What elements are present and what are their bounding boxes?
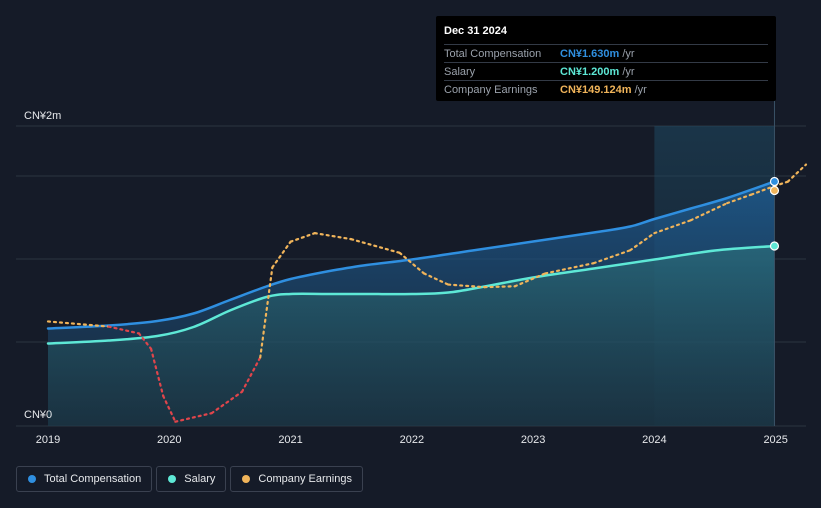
company-earnings-line-segment [46,320,110,328]
x-tick-label: 2025 [763,434,787,446]
tooltip-row-total-compensation: Total Compensation CN¥1.630m /yr [444,44,768,62]
company-earnings-line-segment [689,202,729,222]
y-tick-label: CN¥2m [24,110,61,122]
tooltip-value: CN¥1.200m [560,65,620,78]
total-compensation-line [46,180,776,330]
x-axis: 2019 2020 2021 2022 2023 2024 2025 [36,434,788,446]
company-earnings-line-segment [422,272,450,286]
legend-label: Company Earnings [258,473,352,485]
company-earnings-line-segment [786,163,808,183]
company-earnings-line-segment [653,219,692,235]
company-earnings-line-segment [240,356,262,393]
company-earnings-line-segment [750,184,776,196]
company-earnings-line-segment [398,251,426,275]
company-earnings-line-segment [271,240,292,269]
salary-marker [769,241,780,251]
x-tick-label: 2021 [278,434,302,446]
tooltip-label: Total Compensation [444,47,542,60]
x-tick-label: 2022 [400,434,424,446]
company-earnings-line-segment [162,394,177,423]
y-axis-labels: CN¥2m CN¥0 [24,110,61,421]
x-tick-label: 2019 [36,434,60,446]
company-earnings-marker [769,185,780,196]
legend-item-company-earnings[interactable]: Company Earnings [230,466,363,492]
company-earnings-line-segment [107,325,141,335]
company-earnings-line-segment [483,285,517,289]
x-tick-label: 2020 [157,434,181,446]
area-layer [48,181,775,426]
company-earnings-line-segment [350,238,401,254]
company-earnings-line-segment [289,232,316,243]
company-earnings-line-segment [726,193,753,205]
marker-layer [769,176,780,251]
salary-area [48,246,775,426]
hover-tooltip: Dec 31 2024 Total Compensation CN¥1.630m… [436,16,776,101]
company-earnings-line-segment [513,272,547,288]
salary-line [46,244,776,345]
company-earnings-line-segment [313,232,353,241]
tooltip-row-company-earnings: Company Earnings CN¥149.124m /yr [444,80,768,98]
legend-label: Total Compensation [44,473,142,485]
y-tick-label: CN¥0 [24,409,52,421]
company-earnings-line-segment [544,262,595,275]
legend-label: Salary [184,473,216,485]
tooltip-unit: /yr [622,47,635,60]
tooltip-date: Dec 31 2024 [444,25,507,37]
legend-dot-icon [242,475,251,483]
x-tick-label: 2023 [521,434,545,446]
tooltip-label: Salary [444,65,476,78]
legend-dot-icon [168,475,177,483]
company-earnings-line-segment [174,412,213,423]
tooltip-value: CN¥149.124m [560,83,632,96]
x-tick-label: 2024 [642,434,666,446]
tooltip-label: Company Earnings [444,83,538,96]
chart-legend: Total Compensation Salary Company Earnin… [16,466,363,492]
line-layer [46,163,808,423]
company-earnings-line-segment [210,390,244,415]
tooltip-unit: /yr [634,83,647,96]
tooltip-row-salary: Salary CN¥1.200m /yr [444,62,768,80]
company-earnings-line-segment [629,232,656,252]
legend-item-salary[interactable]: Salary [156,466,227,492]
company-earnings-line-segment [447,283,486,289]
company-earnings-line-segment [149,347,165,398]
company-earnings-line-segment [592,249,632,265]
tooltip-unit: /yr [622,65,635,78]
legend-dot-icon [28,475,36,483]
legend-item-total-compensation[interactable]: Total Compensation [16,466,153,492]
tooltip-value: CN¥1.630m [560,47,620,60]
total-compensation-marker [769,176,780,187]
